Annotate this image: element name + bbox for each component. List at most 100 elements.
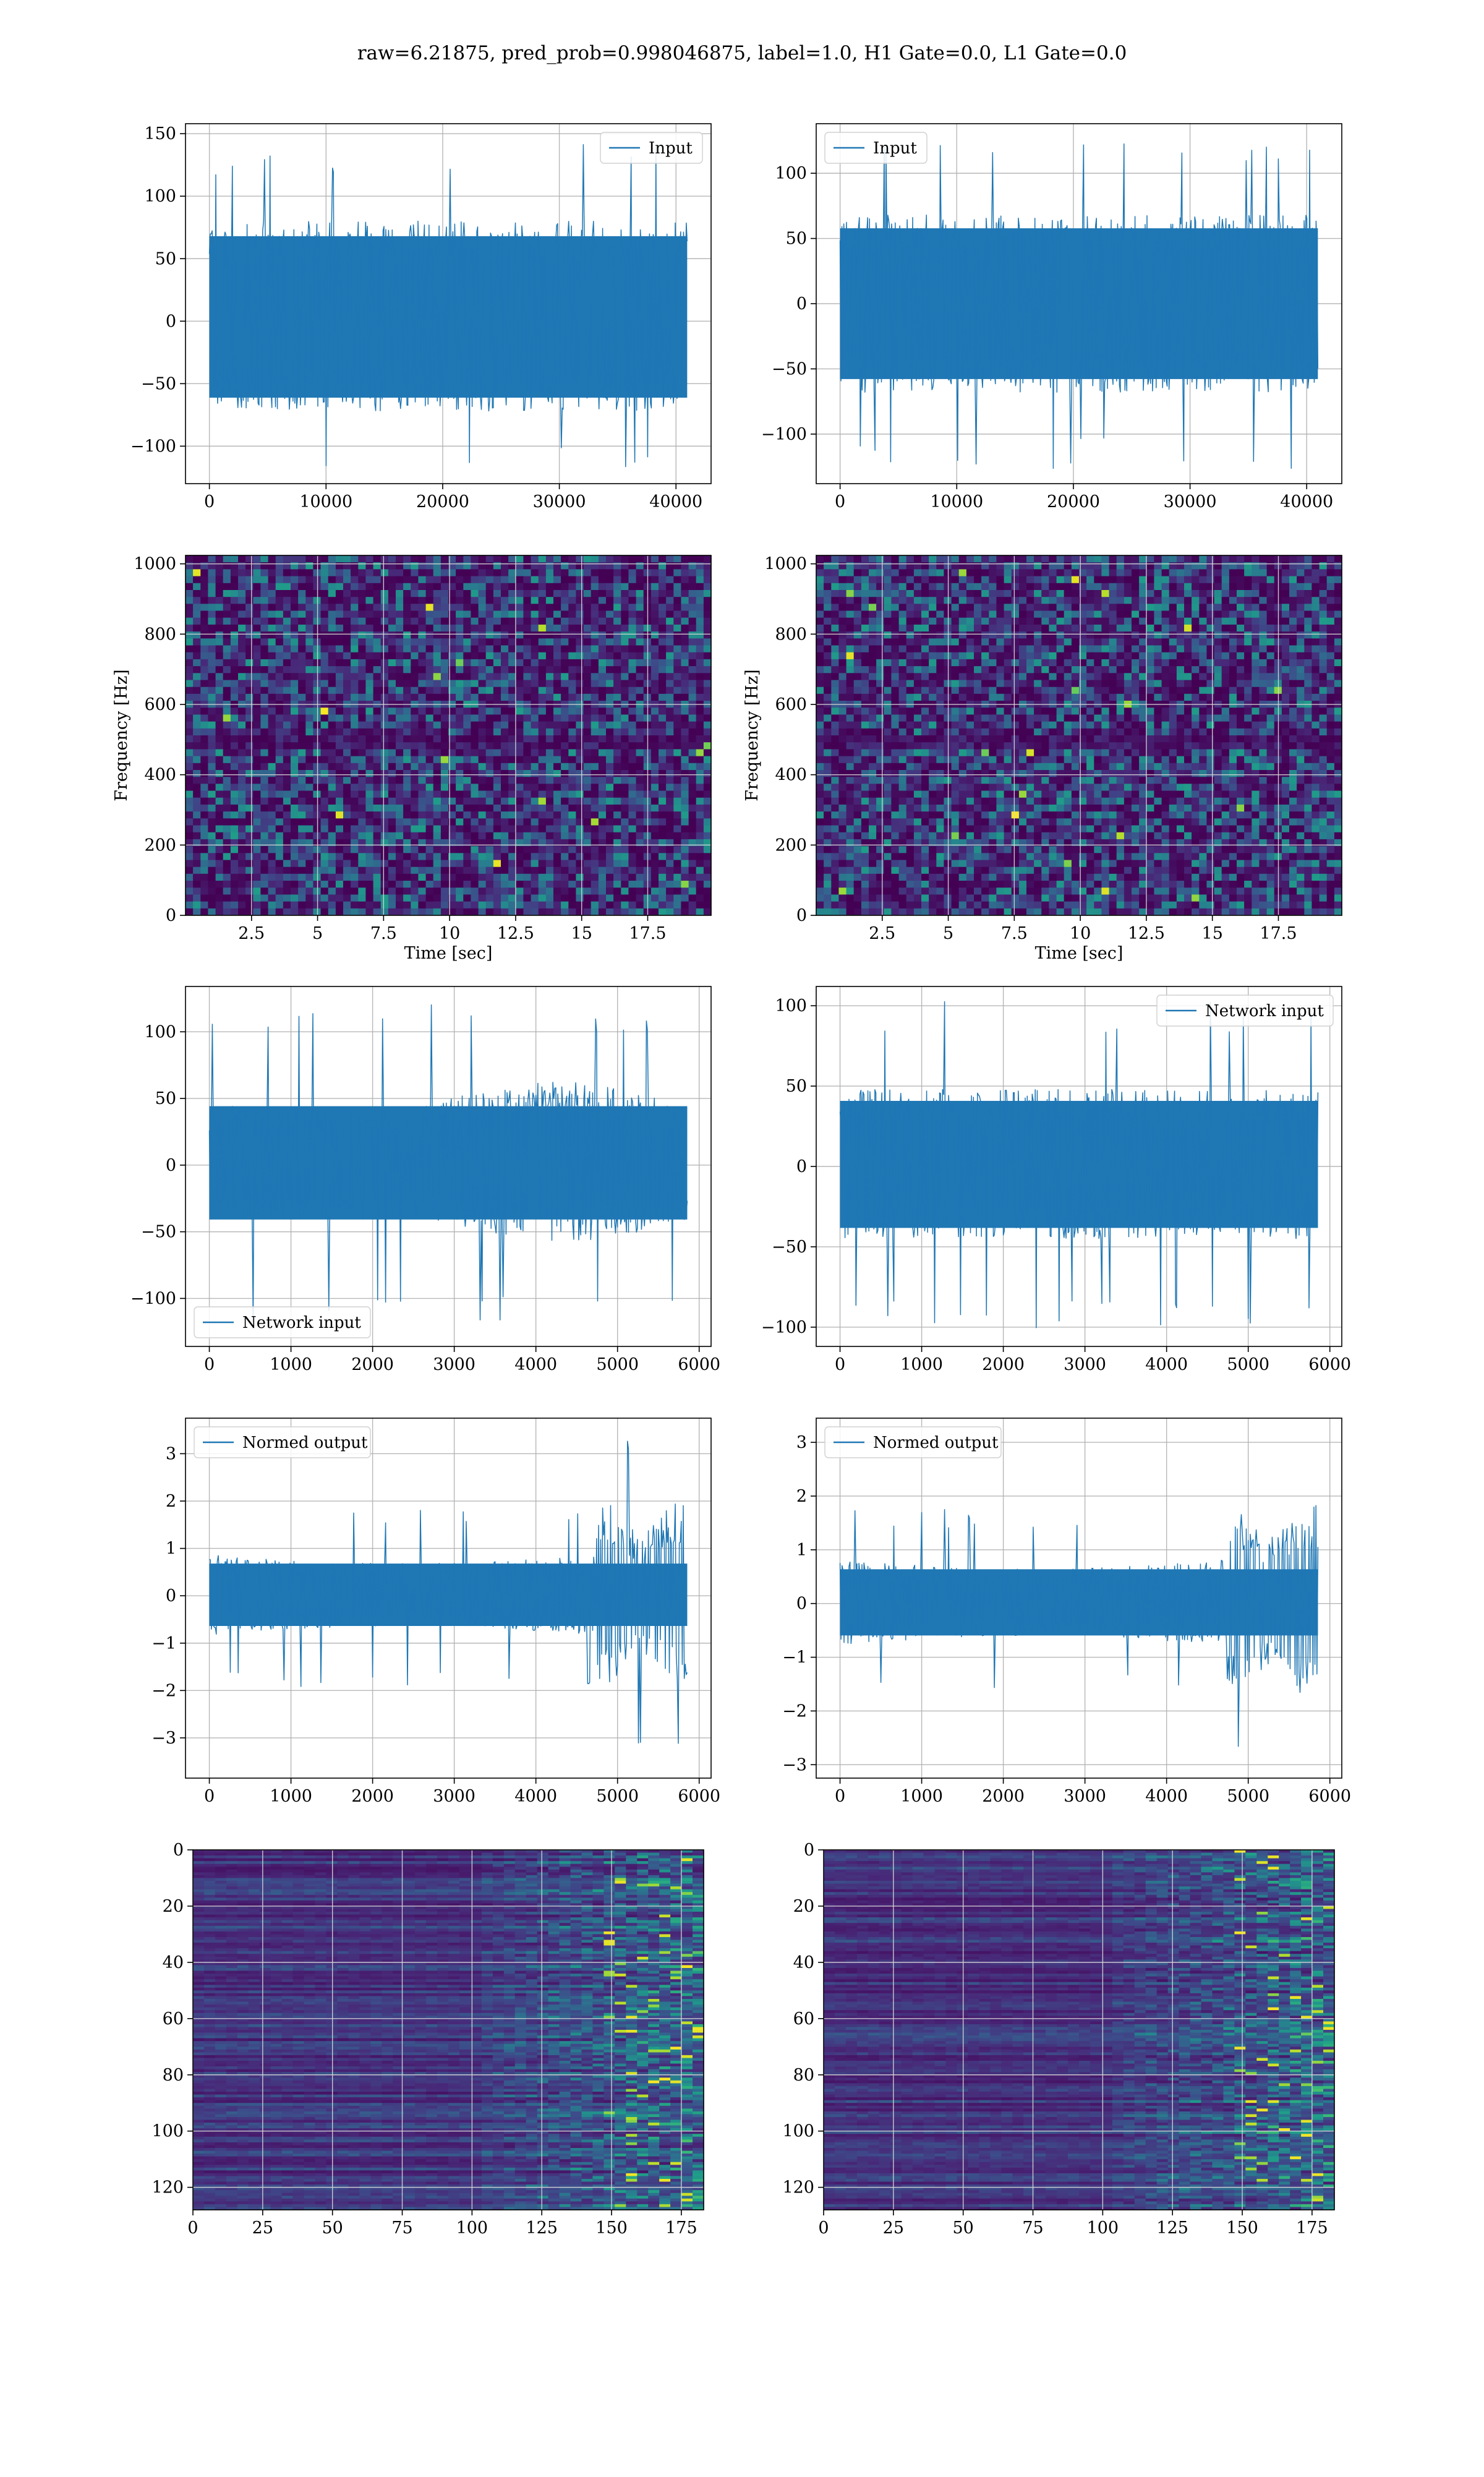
heatmap-cell <box>1289 604 1297 611</box>
heatmap-cell <box>539 867 547 875</box>
heatmap-cell <box>501 597 509 604</box>
heatmap-cell <box>673 729 681 736</box>
heatmap-cell <box>681 832 689 840</box>
heatmap-cell <box>591 818 599 826</box>
heatmap-cell <box>914 673 922 680</box>
heatmap-cell <box>365 784 373 791</box>
heatmap-cell <box>1320 569 1328 576</box>
heatmap-cell <box>838 638 846 646</box>
heatmap-cell <box>696 722 704 729</box>
heatmap-cell <box>816 625 824 632</box>
heatmap-cell <box>1026 569 1034 576</box>
heatmap-cell <box>1124 597 1132 604</box>
heatmap-cell <box>388 832 396 840</box>
heatmap-cell <box>388 631 396 639</box>
heatmap-cell <box>463 756 471 764</box>
heatmap-cell <box>576 680 584 688</box>
heatmap-cell <box>200 881 208 888</box>
heatmap-cell <box>365 811 373 819</box>
heatmap-cell <box>186 805 194 812</box>
heatmap-cell <box>1334 631 1342 639</box>
heatmap-cell <box>621 729 629 736</box>
heatmap-cell <box>1026 597 1034 604</box>
heatmap-cell <box>914 659 922 667</box>
heatmap-cell <box>328 846 336 853</box>
heatmap-cell <box>321 846 329 853</box>
heatmap-cell <box>628 756 636 764</box>
heatmap-cell <box>216 867 224 875</box>
heatmap-cell <box>216 597 224 604</box>
heatmap-cell <box>659 894 667 902</box>
heatmap-cell <box>313 874 321 881</box>
heatmap-cell <box>621 680 629 688</box>
heatmap-cell <box>591 673 599 680</box>
heatmap-cell <box>516 874 524 881</box>
heatmap-cell <box>351 646 359 653</box>
heatmap-cell <box>584 763 592 771</box>
heatmap-cell <box>358 826 366 833</box>
heatmap-cell <box>373 722 382 729</box>
heatmap-cell <box>816 673 824 680</box>
heatmap-cell <box>944 618 952 625</box>
heatmap-cell <box>599 853 607 860</box>
heatmap-cell <box>486 708 494 715</box>
heatmap-cell <box>493 749 501 756</box>
heatmap-cell <box>223 791 231 798</box>
heatmap-cell <box>659 902 667 909</box>
heatmap-cell <box>568 784 576 791</box>
heatmap-cell <box>989 659 997 667</box>
heatmap-cell <box>1139 618 1147 625</box>
heatmap-cell <box>508 881 516 888</box>
heatmap-cell <box>479 583 487 591</box>
heatmap-cell <box>952 611 960 618</box>
heatmap-cell <box>501 860 509 868</box>
heatmap-cell <box>351 756 359 764</box>
heatmap-cell <box>576 846 584 853</box>
heatmap-cell <box>606 742 614 750</box>
heatmap-cell <box>216 625 224 632</box>
heatmap-cell <box>396 874 404 881</box>
heatmap-cell <box>1192 646 1200 653</box>
heatmap-cell <box>591 770 599 777</box>
heatmap-cell <box>531 888 539 895</box>
heatmap-cell <box>1019 625 1027 632</box>
heatmap-cell <box>584 874 592 881</box>
heatmap-cell <box>659 756 667 764</box>
heatmap-cell <box>704 673 712 680</box>
heatmap-cell <box>523 638 531 646</box>
heatmap-cell <box>681 860 689 868</box>
heatmap-cell <box>276 555 284 563</box>
heatmap-cell <box>1327 590 1335 597</box>
heatmap-cell <box>989 631 997 639</box>
heatmap-cell <box>1184 555 1192 563</box>
heatmap-cell <box>403 749 411 756</box>
heatmap-cell <box>411 798 419 805</box>
heatmap-cell <box>1311 618 1320 625</box>
heatmap-cell <box>1132 597 1140 604</box>
heatmap-cell <box>561 846 569 853</box>
heatmap-cell <box>681 826 689 833</box>
heatmap-cell <box>546 742 554 750</box>
heatmap-cell <box>336 756 344 764</box>
heatmap-cell <box>584 791 592 798</box>
heatmap-cell <box>1109 673 1117 680</box>
heatmap-cell <box>381 631 389 639</box>
heatmap-cell <box>403 583 411 591</box>
heatmap-cell <box>659 818 667 826</box>
heatmap-cell <box>546 569 554 576</box>
heatmap-cell <box>1019 569 1027 576</box>
heatmap-cell <box>456 631 464 639</box>
heatmap-cell <box>200 811 208 819</box>
heatmap-cell <box>584 888 592 895</box>
heatmap-cell <box>546 631 554 639</box>
heatmap-cell <box>260 853 268 860</box>
heatmap-cell <box>358 770 366 777</box>
heatmap-cell <box>486 811 494 819</box>
heatmap-cell <box>561 894 569 902</box>
heatmap-cell <box>328 909 336 916</box>
heatmap-cell <box>861 673 869 680</box>
heatmap-cell <box>568 659 576 667</box>
heatmap-cell <box>981 652 989 660</box>
heatmap-cell <box>426 673 434 680</box>
heatmap-cell <box>268 618 276 625</box>
